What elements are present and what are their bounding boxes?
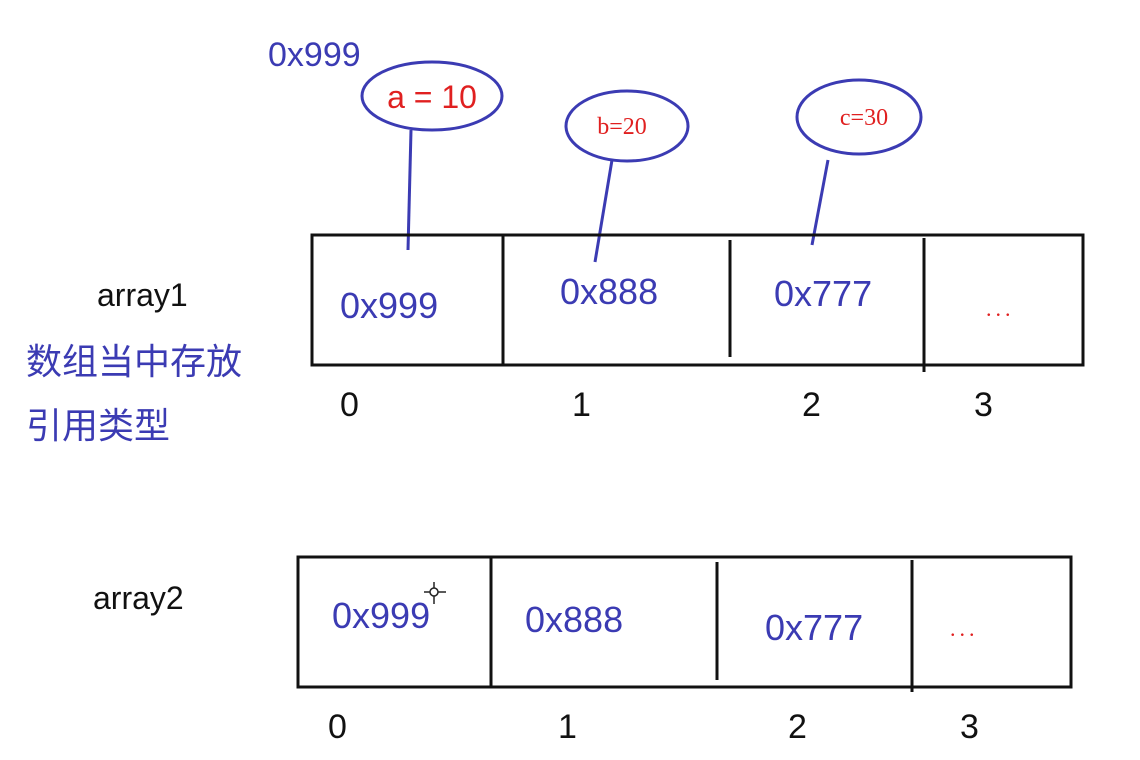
array2-box (296, 555, 1073, 689)
object-c: c=30 (795, 78, 923, 246)
array2-index-0: 0 (328, 708, 347, 746)
object-a: 0x999 a = 10 (268, 36, 504, 251)
object-a-address: 0x999 (268, 36, 361, 74)
object-b-value: b=20 (597, 114, 647, 140)
array1-cell-0: 0x999 (340, 285, 438, 326)
array2: array2 0x999 0x888 0x777 ... 0 1 2 3 (93, 555, 1073, 746)
array2-cell-0: 0x999 (332, 595, 430, 636)
array2-index-2: 2 (788, 708, 807, 746)
object-b-ellipse (564, 89, 690, 163)
array2-index-1: 1 (558, 708, 577, 746)
array1: array1 0x999 0x888 0x777 ... 0 1 2 3 (97, 233, 1085, 424)
array1-box (310, 233, 1085, 367)
array2-label: array2 (93, 580, 184, 616)
note-line-1: 数组当中存放 (26, 341, 242, 382)
array1-index-1: 1 (572, 386, 591, 424)
array2-cell-2: 0x777 (765, 607, 863, 648)
array1-cell-3: ... (986, 296, 1015, 321)
note-line-2: 引用类型 (26, 405, 170, 446)
array1-cell-1: 0x888 (560, 271, 658, 312)
object-c-value: c=30 (840, 105, 888, 131)
object-c-ellipse (795, 78, 923, 156)
pointer-a-to-cell-0 (406, 129, 413, 251)
pointer-c-to-cell-2 (810, 159, 830, 246)
object-b: b=20 (564, 89, 690, 263)
array1-index-3: 3 (974, 386, 993, 424)
array1-index-0: 0 (340, 386, 359, 424)
array1-label: array1 (97, 277, 188, 313)
array2-index-3: 3 (960, 708, 979, 746)
array1-index-2: 2 (802, 386, 821, 424)
array2-cell-1: 0x888 (525, 599, 623, 640)
object-a-ellipse (360, 60, 504, 132)
note: 数组当中存放 引用类型 (26, 341, 242, 446)
array1-cell-2: 0x777 (774, 273, 872, 314)
crosshair-cursor-icon (424, 582, 446, 604)
array2-cell-3: ... (950, 616, 979, 641)
pointer-b-to-cell-1 (593, 159, 614, 263)
object-a-value: a = 10 (387, 79, 477, 115)
